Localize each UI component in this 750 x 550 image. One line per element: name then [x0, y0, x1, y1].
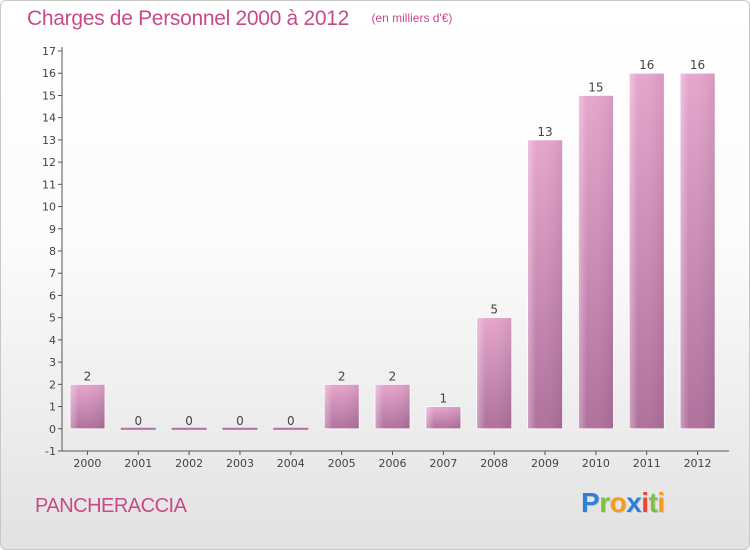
bar-shade	[69, 384, 105, 429]
data-label: 2	[389, 369, 397, 383]
y-tick-label: 1	[49, 401, 56, 414]
x-tick-label: 2003	[226, 457, 254, 470]
data-label: 0	[134, 414, 142, 428]
logo-letter: P	[581, 487, 600, 518]
logo-letter: x	[626, 487, 642, 518]
x-tick-label: 2002	[175, 457, 203, 470]
x-tick-label: 2012	[684, 457, 712, 470]
y-tick-label: 0	[49, 423, 56, 436]
x-tick-label: 2011	[633, 457, 661, 470]
x-tick-label: 2001	[124, 457, 152, 470]
bar	[273, 427, 309, 430]
data-label: 0	[287, 414, 295, 428]
bar-shade	[375, 384, 410, 429]
y-tick-label: 3	[49, 356, 56, 369]
data-label: 2	[84, 369, 92, 383]
x-tick-label: 2008	[480, 457, 508, 470]
y-tick-label: 9	[49, 223, 56, 236]
bar-shade	[629, 73, 665, 429]
bar	[120, 427, 156, 430]
y-tick-label: 2	[49, 378, 56, 391]
x-tick-label: 2005	[328, 457, 356, 470]
bar-shade	[680, 73, 716, 429]
y-tick-label: 7	[49, 267, 56, 280]
data-label: 16	[690, 58, 705, 72]
y-tick-label: 16	[42, 67, 56, 80]
bar	[171, 427, 207, 430]
logo-letter: t	[648, 487, 658, 518]
y-tick-label: 12	[42, 156, 56, 169]
bars	[69, 72, 716, 430]
x-tick-label: 2004	[277, 457, 305, 470]
x-tick-label: 2000	[73, 457, 101, 470]
title-block: Charges de Personnel 2000 à 2012 (en mil…	[27, 7, 452, 31]
y-tick-label: 11	[42, 178, 56, 191]
y-tick-label: 5	[49, 312, 56, 325]
y-tick-label: 14	[42, 112, 56, 125]
y-tick-label: 15	[42, 89, 56, 102]
logo-letter: o	[609, 487, 627, 518]
bar-shade	[527, 139, 563, 429]
data-label: 0	[185, 414, 193, 428]
data-label: 1	[440, 392, 448, 406]
logo-letter: i	[657, 487, 665, 518]
data-label: 0	[236, 414, 244, 428]
y-tick-label: 13	[42, 134, 56, 147]
y-tick-label: 4	[49, 334, 56, 347]
data-label: 5	[490, 303, 498, 317]
y-tick-label: 6	[49, 289, 56, 302]
x-tick-label: 2007	[429, 457, 457, 470]
x-tick-label: 2010	[582, 457, 610, 470]
data-label: 15	[588, 80, 603, 94]
bar-shade	[324, 384, 360, 429]
data-label: 2	[338, 369, 346, 383]
logo-letter: i	[641, 487, 649, 518]
logo-letter: r	[599, 487, 610, 518]
x-tick-label: 2006	[379, 457, 407, 470]
y-tick-label: -1	[45, 445, 56, 458]
proxiti-logo[interactable]: Proxiti	[581, 487, 665, 519]
chart-subtitle: (en milliers d'€)	[371, 11, 453, 25]
commune-name: PANCHERACCIA	[35, 495, 187, 517]
y-tick-label: 17	[42, 45, 56, 58]
x-tick-label: 2009	[531, 457, 559, 470]
bar	[222, 427, 258, 430]
bar-shade	[578, 95, 614, 429]
y-tick-label: 10	[42, 201, 56, 214]
bar-shade	[425, 406, 461, 429]
bar-shade	[476, 317, 512, 429]
data-label: 16	[639, 58, 654, 72]
data-label: 13	[537, 125, 552, 139]
y-tick-label: 8	[49, 245, 56, 258]
chart-title: Charges de Personnel 2000 à 2012	[27, 7, 349, 30]
